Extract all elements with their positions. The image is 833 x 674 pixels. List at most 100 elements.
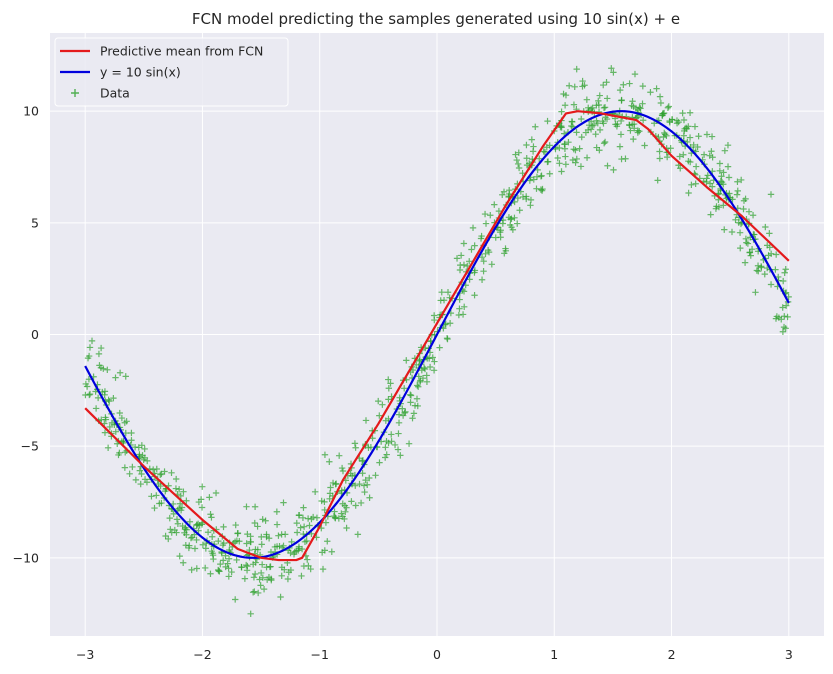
data-point [724, 163, 732, 170]
data-point [343, 524, 350, 532]
data-point [620, 81, 627, 88]
data-point [293, 529, 301, 536]
data-point [695, 133, 702, 140]
data-point [157, 482, 164, 490]
data-point [183, 497, 190, 504]
data-point [169, 500, 177, 508]
data-point [352, 502, 359, 509]
data-point [742, 235, 750, 243]
data-point [632, 104, 640, 112]
data-point [174, 520, 182, 527]
data-point [407, 392, 415, 399]
data-point [779, 304, 786, 311]
data-point [742, 195, 749, 203]
data-point [426, 363, 434, 371]
fcn-prediction-line [84, 110, 790, 562]
data-point [657, 99, 665, 107]
data-point [129, 463, 136, 471]
data-point [561, 145, 569, 152]
data-point [278, 572, 285, 580]
data-point [375, 397, 382, 405]
data-point [691, 123, 699, 130]
data-point [767, 281, 775, 288]
data-point [168, 469, 175, 477]
data-point [573, 155, 580, 163]
data-point [104, 444, 112, 452]
y-tick-label: −10 [13, 550, 39, 565]
data-point [273, 508, 281, 515]
data-point [139, 452, 146, 459]
data-point [322, 519, 330, 526]
data-point [180, 488, 187, 495]
data-point [469, 224, 477, 232]
data-point [198, 504, 206, 511]
data-point [737, 244, 744, 252]
data-point [755, 267, 762, 275]
data-point [101, 388, 109, 395]
data-point [383, 451, 390, 458]
data-point [618, 97, 625, 104]
data-point [546, 170, 553, 177]
data-point [419, 375, 427, 382]
data-point [199, 541, 207, 548]
data-point [468, 246, 475, 253]
data-point [639, 82, 647, 90]
data-point [583, 96, 591, 103]
data-point [273, 521, 281, 528]
data-point [328, 548, 335, 555]
data-point [96, 362, 103, 369]
data-point [627, 127, 634, 134]
data-point [249, 589, 257, 596]
data-point [177, 507, 185, 514]
data-point [532, 123, 539, 130]
data-point [569, 156, 577, 164]
data-point [478, 232, 485, 240]
data-point [482, 250, 489, 258]
data-point [88, 337, 96, 345]
data-point [148, 493, 155, 500]
data-point [543, 144, 551, 151]
data-point [326, 495, 333, 503]
data-point [181, 529, 188, 537]
data-point [686, 134, 694, 141]
data-point [781, 313, 788, 320]
data-point [690, 141, 697, 149]
data-point [688, 181, 695, 189]
data-point [716, 160, 724, 167]
legend: Predictive mean from FCN y = 10 sin(x) Dat… [54, 37, 289, 107]
data-point [721, 226, 728, 233]
data-point [561, 102, 569, 109]
data-point [225, 573, 232, 580]
data-point [321, 547, 329, 554]
data-point [204, 529, 212, 536]
data-point [617, 131, 625, 138]
data-point [247, 538, 254, 546]
data-point [141, 445, 148, 453]
data-point [132, 476, 140, 484]
data-point [519, 193, 527, 201]
data-point [523, 141, 530, 149]
legend-label: Data [100, 86, 130, 101]
data-point [238, 563, 245, 571]
data-point [497, 234, 504, 241]
data-point [352, 444, 359, 451]
data-point [339, 467, 347, 475]
data-point [573, 129, 580, 136]
data-point [395, 411, 403, 418]
data-point [105, 396, 112, 403]
data-point [499, 191, 506, 199]
data-point [536, 155, 543, 162]
data-point [232, 596, 239, 603]
data-point [740, 205, 747, 213]
data-point [284, 575, 292, 583]
data-point [706, 152, 713, 159]
data-point [527, 196, 535, 204]
legend-swatch [71, 89, 79, 97]
data-point [403, 357, 410, 364]
data-point [188, 566, 195, 574]
data-point [402, 408, 409, 416]
data-point [775, 314, 783, 321]
data-point [251, 588, 258, 595]
